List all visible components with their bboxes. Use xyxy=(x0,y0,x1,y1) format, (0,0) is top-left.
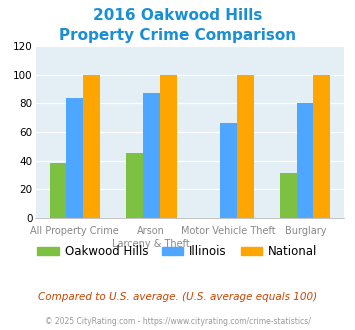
Text: 2016 Oakwood Hills: 2016 Oakwood Hills xyxy=(93,8,262,23)
Bar xyxy=(126,153,143,218)
Bar xyxy=(313,75,330,218)
Bar xyxy=(143,93,160,218)
Legend: Oakwood Hills, Illinois, National: Oakwood Hills, Illinois, National xyxy=(33,241,322,263)
Text: © 2025 CityRating.com - https://www.cityrating.com/crime-statistics/: © 2025 CityRating.com - https://www.city… xyxy=(45,317,310,326)
Text: All Property Crime: All Property Crime xyxy=(30,226,119,236)
Bar xyxy=(66,98,83,218)
Text: Arson: Arson xyxy=(137,226,165,236)
Bar xyxy=(280,174,296,218)
Bar xyxy=(237,75,253,218)
Bar xyxy=(50,163,66,218)
Text: Larceny & Theft: Larceny & Theft xyxy=(113,239,190,249)
Bar xyxy=(83,75,100,218)
Text: Burglary: Burglary xyxy=(285,226,327,236)
Bar xyxy=(220,123,237,218)
Bar xyxy=(296,103,313,218)
Bar xyxy=(160,75,177,218)
Text: Motor Vehicle Theft: Motor Vehicle Theft xyxy=(181,226,276,236)
Text: Property Crime Comparison: Property Crime Comparison xyxy=(59,28,296,43)
Text: Compared to U.S. average. (U.S. average equals 100): Compared to U.S. average. (U.S. average … xyxy=(38,292,317,302)
